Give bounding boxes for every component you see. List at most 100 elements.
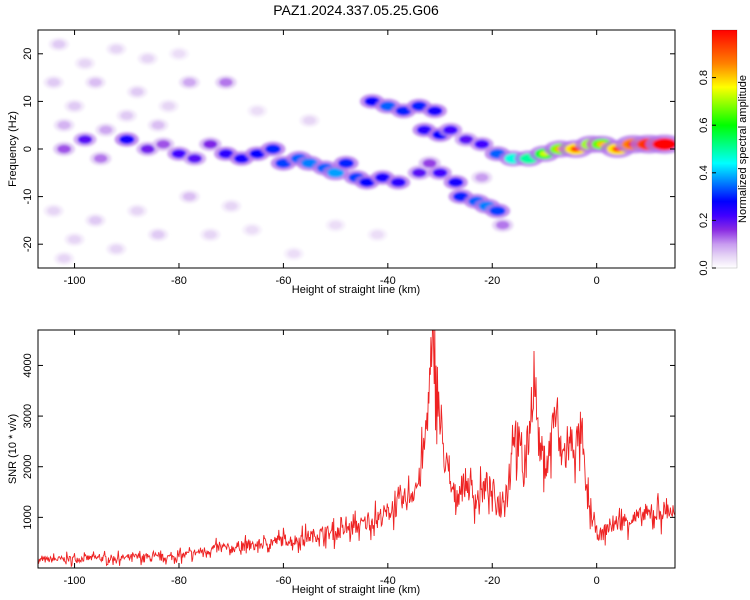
y-tick-label: 1000	[22, 505, 34, 529]
spectral-blob	[458, 135, 474, 144]
colorbar-label: Normalized spectral amplitude	[737, 75, 749, 223]
spectral-blob	[187, 154, 202, 163]
y-tick-label: 20	[22, 48, 34, 60]
spectral-blob	[251, 106, 264, 115]
spectral-blob	[329, 221, 342, 230]
spectral-blob	[303, 116, 316, 125]
spectrogram-y-label: Frequency (Hz)	[7, 111, 19, 187]
spectral-blob	[68, 235, 81, 244]
spectral-blob	[52, 40, 66, 49]
y-tick-label: 3000	[22, 404, 34, 428]
spectral-blob	[130, 87, 144, 96]
spectral-blob	[474, 139, 490, 149]
spectral-blob	[489, 206, 506, 216]
spectral-blob	[390, 177, 406, 187]
y-tick-label: 2000	[22, 454, 34, 478]
spectral-blob	[432, 168, 448, 178]
spectral-blob	[162, 102, 175, 111]
spectral-blob	[495, 220, 510, 230]
y-tick-label: 10	[22, 95, 34, 107]
colorbar-tick-label: 0.0	[698, 260, 710, 275]
spectral-blob	[422, 158, 437, 168]
spectral-blob	[141, 54, 154, 63]
x-tick-label: -20	[484, 275, 500, 287]
x-tick-label: -40	[380, 575, 396, 587]
snr-frame	[37, 329, 676, 569]
spectral-blob	[245, 225, 259, 234]
spectral-blob	[151, 230, 165, 239]
spectral-blob	[110, 244, 123, 254]
spectral-blob	[416, 125, 432, 135]
spectral-blob-core	[658, 141, 671, 148]
snr-y-ticks: 1000 2000 3000 4000	[22, 353, 675, 530]
y-tick-label: 4000	[22, 353, 34, 377]
spectrogram-x-label: Height of straight line (km)	[292, 284, 420, 296]
spectral-blob	[411, 101, 427, 111]
spectral-blob	[172, 49, 186, 58]
spectral-blob	[219, 78, 233, 87]
snr-series-line	[38, 330, 675, 568]
colorbar-tick-label: 0.6	[698, 118, 710, 133]
colorbar-ticks: 0.0 0.2 0.4 0.6 0.8	[698, 70, 716, 276]
spectral-blob	[427, 106, 443, 116]
spectral-blob	[218, 149, 234, 159]
colorbar-gradient	[712, 30, 737, 268]
spectral-blob	[140, 144, 155, 154]
snr-x-ticks: -100 -80 -60 -40 -20 0	[64, 330, 600, 587]
spectral-blob	[375, 173, 391, 183]
spectral-blob	[411, 168, 427, 178]
x-tick-label: -20	[484, 575, 500, 587]
spectral-blob	[171, 149, 187, 159]
y-tick-label: -10	[22, 189, 34, 205]
snr-x-label: Height of straight line (km)	[292, 584, 420, 596]
x-tick-label: 0	[594, 575, 600, 587]
spectral-blob	[99, 125, 113, 135]
spectral-blob	[68, 102, 81, 111]
spectral-blob	[57, 144, 71, 154]
spectral-blob	[287, 249, 301, 258]
spectral-blob	[57, 121, 71, 130]
spectral-blob	[110, 44, 123, 54]
x-tick-label: -40	[380, 275, 396, 287]
figure-title: PAZ1.2024.337.05.25.G06	[273, 2, 439, 18]
spectral-blob	[327, 168, 344, 178]
spectral-blob	[224, 202, 238, 211]
spectral-blob	[89, 216, 102, 225]
spectral-blob	[265, 144, 281, 154]
snr-y-label: SNR (10 * v/v)	[7, 414, 19, 484]
spectral-blob	[57, 254, 71, 263]
x-tick-label: 0	[594, 275, 600, 287]
spectral-blob	[182, 192, 196, 201]
spectral-blob	[47, 78, 61, 87]
spectral-blob	[182, 78, 196, 87]
snr-panel: -100 -80 -60 -40 -20 0 1000 2000 3000 4000 Heigh…	[7, 329, 676, 596]
x-tick-label: -100	[64, 575, 86, 587]
spectrogram-marks	[43, 37, 675, 266]
colorbar-frame	[711, 29, 738, 269]
x-tick-label: -60	[275, 575, 291, 587]
spectral-blob	[448, 177, 464, 187]
spectral-blob	[475, 173, 489, 182]
spectral-blob	[203, 139, 218, 149]
spectral-blob	[120, 111, 134, 120]
spectrogram-x-ticks: -100 -80 -60 -40 -20 0	[64, 30, 600, 287]
spectral-blob	[359, 177, 375, 187]
spectral-blob	[371, 230, 384, 239]
colorbar: 0.0 0.2 0.4 0.6 0.8 Normalized spectral ampl…	[698, 29, 749, 276]
spectral-blob	[89, 78, 102, 87]
y-tick-label: 0	[22, 146, 34, 152]
spectral-blob	[77, 135, 93, 144]
x-tick-label: -80	[171, 575, 187, 587]
x-tick-label: -100	[64, 275, 86, 287]
colorbar-tick-label: 0.4	[698, 165, 710, 180]
spectral-blob	[47, 206, 60, 215]
spectral-blob	[395, 106, 412, 116]
spectral-blob	[204, 230, 217, 239]
spectral-blob	[78, 59, 92, 68]
spectral-blob	[234, 154, 250, 164]
y-tick-label: -20	[22, 236, 34, 252]
spectral-blob	[443, 125, 458, 135]
spectral-blob	[249, 149, 265, 159]
